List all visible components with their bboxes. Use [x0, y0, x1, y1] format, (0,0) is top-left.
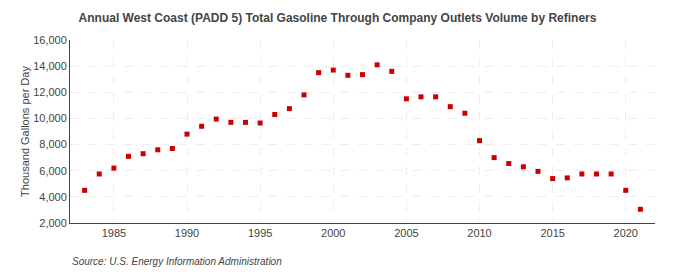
- svg-text:1995: 1995: [248, 227, 272, 239]
- svg-text:10,000: 10,000: [33, 112, 67, 124]
- svg-text:2020: 2020: [614, 227, 638, 239]
- svg-text:2,000: 2,000: [39, 217, 67, 229]
- svg-text:12,000: 12,000: [33, 86, 67, 98]
- svg-text:14,000: 14,000: [33, 60, 67, 72]
- svg-text:8,000: 8,000: [39, 138, 67, 150]
- svg-text:2000: 2000: [321, 227, 345, 239]
- svg-text:4,000: 4,000: [39, 191, 67, 203]
- svg-text:Source: U.S. Energy Informatio: Source: U.S. Energy Information Administ…: [72, 256, 282, 267]
- svg-text:6,000: 6,000: [39, 165, 67, 177]
- svg-text:1990: 1990: [175, 227, 199, 239]
- svg-text:1985: 1985: [102, 227, 126, 239]
- svg-text:Annual West Coast (PADD 5) Tot: Annual West Coast (PADD 5) Total Gasolin…: [79, 11, 597, 25]
- svg-text:Thousand Gallons per Day: Thousand Gallons per Day: [19, 66, 31, 197]
- svg-text:2005: 2005: [394, 227, 418, 239]
- svg-text:2010: 2010: [467, 227, 491, 239]
- svg-text:16,000: 16,000: [33, 34, 67, 46]
- svg-text:2015: 2015: [540, 227, 564, 239]
